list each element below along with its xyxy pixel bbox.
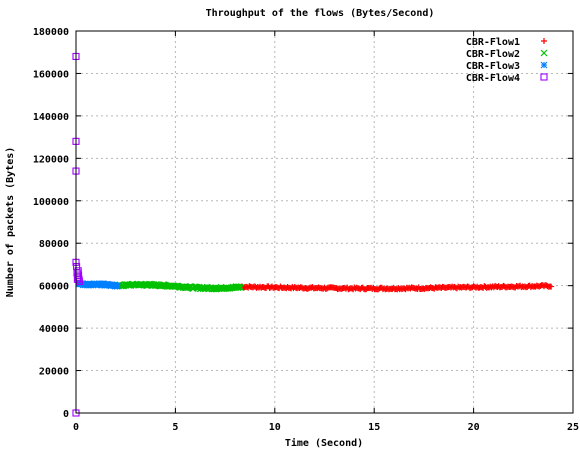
x-tick-label: 0 (73, 422, 79, 433)
legend-marker (541, 38, 547, 44)
x-axis-label: Time (Second) (285, 437, 363, 449)
x-tick-label: 20 (468, 422, 480, 433)
legend-label: CBR-Flow3 (466, 61, 520, 72)
plot-data (72, 52, 555, 417)
axis-ticks: 0 20000 40000 60000 80000 100000 120000 140000 1… (33, 27, 579, 433)
legend-marker (540, 73, 548, 81)
data-point (113, 283, 121, 290)
series-cbr-flow2 (114, 280, 245, 293)
x-tick-label: 10 (269, 422, 281, 433)
data-point (237, 284, 245, 292)
y-tick-label: 20000 (39, 367, 69, 378)
x-tick-label: 5 (172, 422, 178, 433)
y-axis-label: Number of packets (Bytes) (5, 147, 16, 298)
y-tick-label: 60000 (39, 282, 69, 293)
legend-label: CBR-Flow2 (466, 49, 520, 60)
data-point (74, 267, 82, 275)
legend-label: CBR-Flow4 (466, 73, 520, 84)
series-cbr-flow1 (238, 282, 555, 293)
y-tick-label: 0 (63, 409, 69, 420)
plot-frame (75, 30, 574, 414)
y-tick-label: 100000 (33, 197, 69, 208)
y-tick-label: 160000 (33, 69, 69, 80)
data-point (177, 283, 185, 291)
y-tick-label: 180000 (33, 27, 69, 38)
y-tick-label: 140000 (33, 112, 69, 123)
legend-marker (540, 49, 548, 57)
y-tick-label: 40000 (39, 324, 69, 335)
series-cbr-flow4 (72, 52, 83, 417)
grid (76, 31, 573, 413)
data-point (548, 283, 555, 290)
y-tick-label: 120000 (33, 154, 69, 165)
x-tick-label: 15 (368, 422, 380, 433)
legend-marker (540, 61, 548, 69)
legend-label: CBR-Flow1 (466, 37, 520, 48)
chart-title: Throughput of the flows (Bytes/Second) (206, 8, 435, 19)
x-tick-label: 25 (567, 422, 579, 433)
y-tick-label: 80000 (39, 239, 69, 250)
